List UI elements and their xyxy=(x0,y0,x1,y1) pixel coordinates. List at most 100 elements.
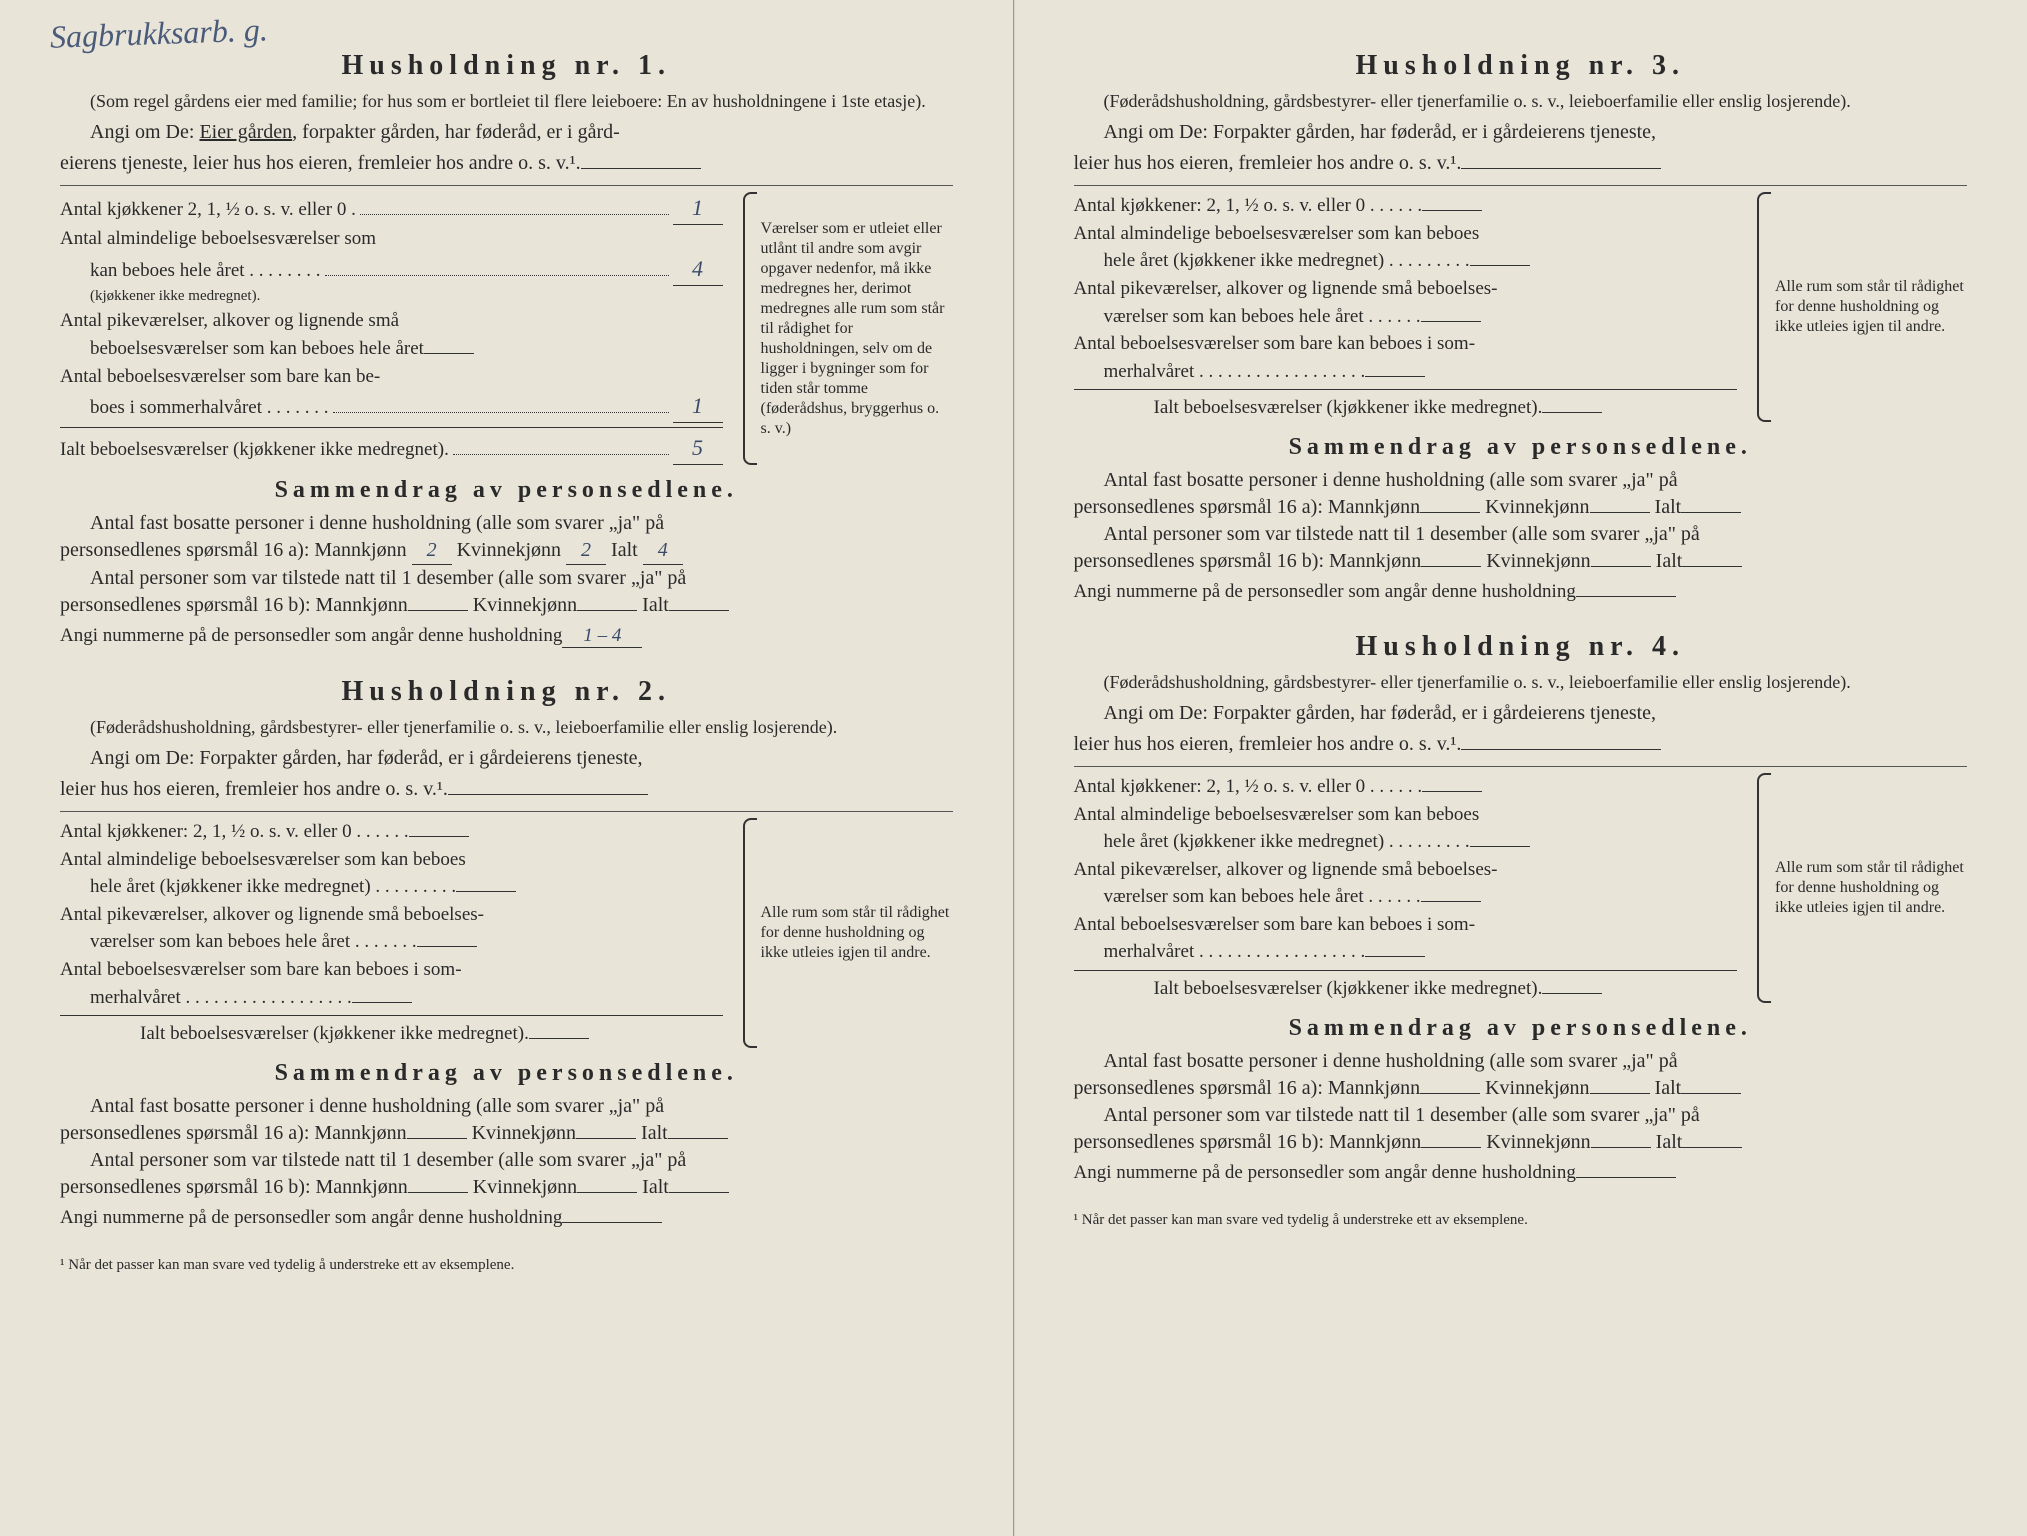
tilstede-text-1b: personsedlenes spørsmål 16 b): Mannkjønn… xyxy=(60,592,953,619)
sammendrag-title-3: Sammendrag av personsedlene. xyxy=(1074,434,1968,461)
summer-value: 1 xyxy=(673,390,723,423)
form-block-3: Antal kjøkkener: 2, 1, ½ o. s. v. eller … xyxy=(1074,192,1968,421)
fast-text-3a: Antal fast bosatte personer i denne hush… xyxy=(1074,467,1968,494)
alcove-value xyxy=(424,353,474,354)
household-1-subtitle: (Som regel gårdens eier med familie; for… xyxy=(60,90,953,113)
alcove-label-2b: værelser som kan beboes hele året . . . … xyxy=(90,928,417,956)
left-page: Sagbrukksarb. g. Husholdning nr. 1. (Som… xyxy=(0,0,1014,1536)
total-value: 5 xyxy=(673,432,723,465)
household-2-title: Husholdning nr. 2. xyxy=(60,676,953,708)
household-2-section: Husholdning nr. 2. (Føderådshusholdning,… xyxy=(60,676,953,1229)
alcove-label-3b: værelser som kan beboes hele året . . . … xyxy=(1104,303,1421,331)
fast-m-val: 2 xyxy=(412,537,452,565)
total-label-3: Ialt beboelsesværelser (kjøkkener ikke m… xyxy=(1154,394,1543,422)
right-page: Husholdning nr. 3. (Føderådshusholdning,… xyxy=(1014,0,2027,1536)
rooms-label-3b: hele året (kjøkkener ikke medregnet) . .… xyxy=(1104,247,1470,275)
summer-label-3b: merhalvåret . . . . . . . . . . . . . . … xyxy=(1104,358,1366,386)
fast-text-3b: personsedlenes spørsmål 16 a): Mannkjønn… xyxy=(1074,494,1968,521)
household-4-title: Husholdning nr. 4. xyxy=(1074,631,1968,663)
kitchen-value: 1 xyxy=(673,192,723,225)
household-1-title: Husholdning nr. 1. xyxy=(60,50,953,82)
form-block-4: Antal kjøkkener: 2, 1, ½ o. s. v. eller … xyxy=(1074,773,1968,1002)
angi-line-3a: Angi om De: Forpakter gården, har føderå… xyxy=(1074,119,1968,146)
form-left-4: Antal kjøkkener: 2, 1, ½ o. s. v. eller … xyxy=(1074,773,1738,1002)
fast-text-1a: Antal fast bosatte personer i denne hush… xyxy=(60,510,953,537)
fast-text-4b: personsedlenes spørsmål 16 a): Mannkjønn… xyxy=(1074,1075,1968,1102)
sammendrag-title-1: Sammendrag av personsedlene. xyxy=(60,477,953,504)
angi-line-2: eierens tjeneste, leier hus hos eieren, … xyxy=(60,152,581,174)
nummer-line-2: Angi nummerne på de personsedler som ang… xyxy=(60,1207,953,1229)
alcove-label-4b: værelser som kan beboes hele året . . . … xyxy=(1104,883,1421,911)
household-4-subtitle: (Føderådshusholdning, gårdsbestyrer- ell… xyxy=(1074,671,1968,694)
angi-suffix: , forpakter gården, har føderåd, er i gå… xyxy=(292,121,620,143)
tilstede-text-4b: personsedlenes spørsmål 16 b): Mannkjønn… xyxy=(1074,1129,1968,1156)
kitchen-label: Antal kjøkkener 2, 1, ½ o. s. v. eller 0… xyxy=(60,196,356,224)
summer-label-2a: Antal beboelsesværelser som bare kan beb… xyxy=(60,956,462,984)
footnote-left: ¹ Når det passer kan man svare ved tydel… xyxy=(60,1257,953,1274)
angi-prefix: Angi om De: xyxy=(90,121,199,143)
fast-k-val: 2 xyxy=(566,537,606,565)
nummer-line-3: Angi nummerne på de personsedler som ang… xyxy=(1074,581,1968,603)
tilstede-text-4a: Antal personer som var tilstede natt til… xyxy=(1074,1102,1968,1129)
tilstede-text-3a: Antal personer som var tilstede natt til… xyxy=(1074,521,1968,548)
total-label-2: Ialt beboelsesværelser (kjøkkener ikke m… xyxy=(140,1020,529,1048)
book-spine xyxy=(1013,0,1015,1536)
rooms-value: 4 xyxy=(673,253,723,286)
total-label: Ialt beboelsesværelser (kjøkkener ikke m… xyxy=(60,436,449,464)
summer-label-4b: merhalvåret . . . . . . . . . . . . . . … xyxy=(1104,938,1366,966)
summer-label-2b: merhalvåret . . . . . . . . . . . . . . … xyxy=(90,984,352,1012)
handwritten-annotation: Sagbrukksarb. g. xyxy=(49,11,268,56)
bracket-note-1: Værelser som er utleiet eller utlånt til… xyxy=(743,192,953,465)
nummer-line-1: Angi nummerne på de personsedler som ang… xyxy=(60,625,953,648)
kitchen-label-4: Antal kjøkkener: 2, 1, ½ o. s. v. eller … xyxy=(1074,773,1423,801)
angi-line-1-cont: eierens tjeneste, leier hus hos eieren, … xyxy=(60,150,953,177)
alcove-label-2: beboelsesværelser som kan beboes hele år… xyxy=(90,335,424,363)
fast-text-2b: personsedlenes spørsmål 16 a): Mannkjønn… xyxy=(60,1120,953,1147)
alcove-label-2a: Antal pikeværelser, alkover og lignende … xyxy=(60,901,484,929)
fast-text-4a: Antal fast bosatte personer i denne hush… xyxy=(1074,1048,1968,1075)
form-block-2: Antal kjøkkener: 2, 1, ½ o. s. v. eller … xyxy=(60,818,953,1047)
angi-line-4a: Angi om De: Forpakter gården, har føderå… xyxy=(1074,700,1968,727)
sammendrag-title-4: Sammendrag av personsedlene. xyxy=(1074,1015,1968,1042)
bracket-note-4: Alle rum som står til rådighet for denne… xyxy=(1757,773,1967,1002)
rooms-label-2a: Antal almindelige beboelsesværelser som … xyxy=(60,846,466,874)
rooms-label-2b: hele året (kjøkkener ikke medregnet) . .… xyxy=(90,873,456,901)
kitchen-label-2: Antal kjøkkener: 2, 1, ½ o. s. v. eller … xyxy=(60,818,409,846)
rooms-note: (kjøkkener ikke medregnet). xyxy=(90,286,260,308)
total-label-4: Ialt beboelsesværelser (kjøkkener ikke m… xyxy=(1154,975,1543,1003)
summer-label-3a: Antal beboelsesværelser som bare kan beb… xyxy=(1074,330,1476,358)
tilstede-text-2a: Antal personer som var tilstede natt til… xyxy=(60,1147,953,1174)
household-3-section: Husholdning nr. 3. (Føderådshusholdning,… xyxy=(1074,50,1968,603)
fast-text-2a: Antal fast bosatte personer i denne hush… xyxy=(60,1093,953,1120)
form-left-3: Antal kjøkkener: 2, 1, ½ o. s. v. eller … xyxy=(1074,192,1738,421)
fast-ialt-val: 4 xyxy=(643,537,683,565)
household-4-section: Husholdning nr. 4. (Føderådshusholdning,… xyxy=(1074,631,1968,1184)
footnote-right: ¹ Når det passer kan man svare ved tydel… xyxy=(1074,1212,1968,1229)
form-left-1: Antal kjøkkener 2, 1, ½ o. s. v. eller 0… xyxy=(60,192,723,465)
form-block-1: Antal kjøkkener 2, 1, ½ o. s. v. eller 0… xyxy=(60,192,953,465)
tilstede-text-2b: personsedlenes spørsmål 16 b): Mannkjønn… xyxy=(60,1174,953,1201)
alcove-label-1: Antal pikeværelser, alkover og lignende … xyxy=(60,307,399,335)
angi-underlined: Eier gården xyxy=(199,121,292,143)
angi-line-3b: leier hus hos eieren, fremleier hos andr… xyxy=(1074,150,1968,177)
alcove-label-3a: Antal pikeværelser, alkover og lignende … xyxy=(1074,275,1498,303)
household-3-subtitle: (Føderådshusholdning, gårdsbestyrer- ell… xyxy=(1074,90,1968,113)
household-1-section: Husholdning nr. 1. (Som regel gårdens ei… xyxy=(60,50,953,648)
nummer-line-4: Angi nummerne på de personsedler som ang… xyxy=(1074,1162,1968,1184)
fast-text-1b: personsedlenes spørsmål 16 a): Mannkjønn… xyxy=(60,537,953,565)
rooms-label-3a: Antal almindelige beboelsesværelser som … xyxy=(1074,220,1480,248)
kitchen-label-3: Antal kjøkkener: 2, 1, ½ o. s. v. eller … xyxy=(1074,192,1423,220)
bracket-note-3: Alle rum som står til rådighet for denne… xyxy=(1757,192,1967,421)
rooms-label-4a: Antal almindelige beboelsesværelser som … xyxy=(1074,801,1480,829)
form-left-2: Antal kjøkkener: 2, 1, ½ o. s. v. eller … xyxy=(60,818,723,1047)
household-3-title: Husholdning nr. 3. xyxy=(1074,50,1968,82)
rooms-label-4b: hele året (kjøkkener ikke medregnet) . .… xyxy=(1104,828,1470,856)
alcove-label-4a: Antal pikeværelser, alkover og lignende … xyxy=(1074,856,1498,884)
sammendrag-title-2: Sammendrag av personsedlene. xyxy=(60,1060,953,1087)
angi-line-2a: Angi om De: Forpakter gården, har føderå… xyxy=(60,745,953,772)
bracket-note-2: Alle rum som står til rådighet for denne… xyxy=(743,818,953,1047)
household-2-subtitle: (Føderådshusholdning, gårdsbestyrer- ell… xyxy=(60,716,953,739)
rooms-label-2: kan beboes hele året . . . . . . . . xyxy=(90,257,321,285)
nummer-val-1: 1 – 4 xyxy=(562,625,642,648)
tilstede-text-3b: personsedlenes spørsmål 16 b): Mannkjønn… xyxy=(1074,548,1968,575)
